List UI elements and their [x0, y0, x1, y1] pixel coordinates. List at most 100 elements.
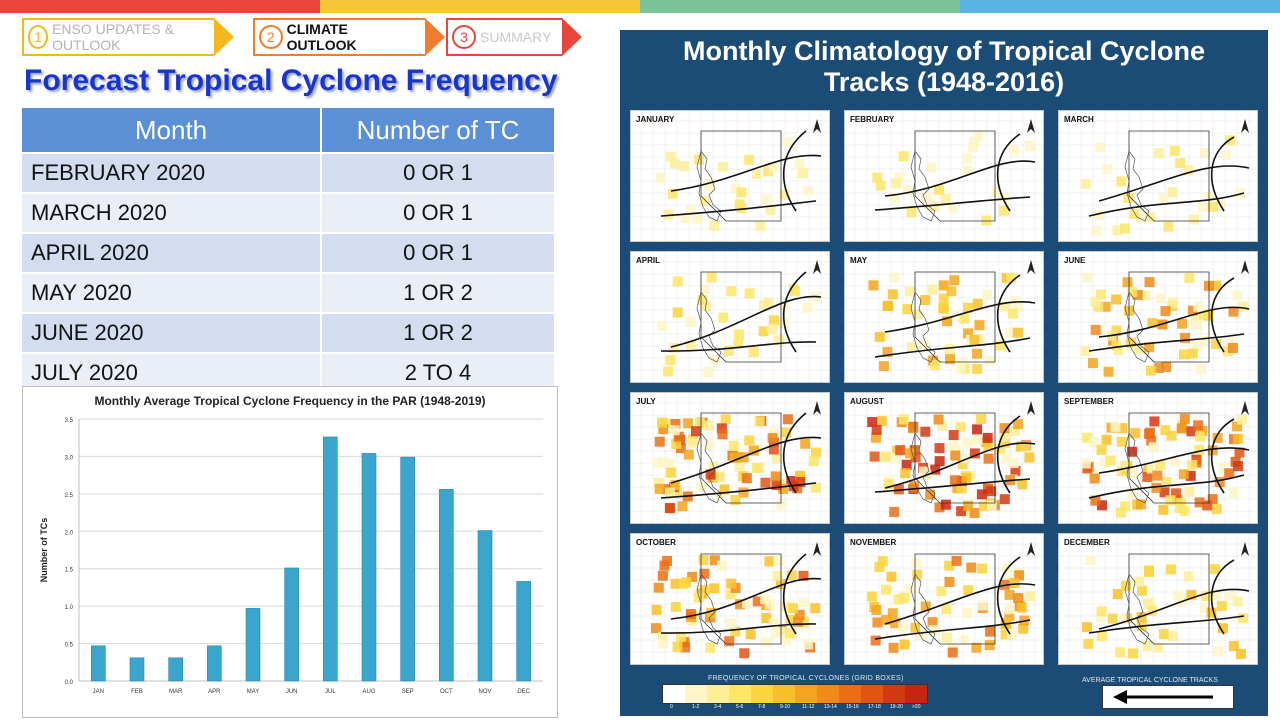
- frequency-cell: [1087, 358, 1098, 369]
- average-track-line: [874, 478, 1031, 493]
- frequency-cell: [1142, 640, 1153, 651]
- frequency-cell: [671, 438, 682, 449]
- y-tick-label: 0.5: [65, 643, 74, 649]
- frequency-cell: [1238, 613, 1249, 624]
- tc-frequency-chart: Monthly Average Tropical Cyclone Frequen…: [22, 386, 558, 718]
- frequency-cell: [669, 342, 680, 353]
- frequency-cell: [966, 562, 977, 573]
- frequency-cell: [963, 500, 974, 511]
- frequency-cell: [945, 354, 956, 365]
- table-row: FEBRUARY 2020 0 OR 1: [22, 152, 556, 193]
- frequency-cell: [1232, 290, 1243, 301]
- frequency-cell: [672, 307, 683, 318]
- map-month-label: JUNE: [1064, 256, 1086, 265]
- frequency-cell: [1232, 433, 1243, 444]
- landmass-outline: [1124, 573, 1150, 645]
- frequency-cell: [1136, 612, 1147, 623]
- frequency-cell: [786, 570, 797, 581]
- frequency-cell: [1187, 348, 1198, 359]
- frequency-cell: [1159, 487, 1170, 498]
- track-map-svg: [1059, 534, 1257, 664]
- frequency-cell: [651, 623, 662, 634]
- frequency-cell: [1192, 319, 1203, 330]
- frequency-cell: [1152, 470, 1163, 481]
- frequency-cell: [693, 592, 704, 603]
- frequency-cell: [653, 477, 664, 488]
- frequency-cell: [697, 295, 708, 306]
- frequency-cell: [768, 427, 779, 438]
- x-tick-label: MAR: [169, 689, 183, 695]
- count-cell: 1 OR 2: [321, 312, 556, 353]
- frequency-cell: [1137, 585, 1148, 596]
- frequency-cell: [920, 601, 931, 612]
- frequency-cell: [1151, 482, 1162, 493]
- frequency-cell: [1100, 301, 1111, 312]
- frequency-cell: [1110, 421, 1121, 432]
- frequency-cell: [886, 571, 897, 582]
- frequency-cell: [1184, 273, 1195, 284]
- step-summary[interactable]: 3 SUMMARY: [446, 18, 582, 56]
- landmass-outline: [910, 573, 936, 645]
- frequency-cell: [1127, 446, 1138, 457]
- legend-label: 11-12: [802, 704, 815, 710]
- frequency-cell: [1105, 455, 1116, 466]
- frequency-cell: [1093, 210, 1104, 221]
- step-climate-outlook[interactable]: 2 CLIMATE OUTLOOK: [253, 18, 445, 56]
- frequency-cell: [957, 358, 968, 369]
- y-tick-label: 2.0: [65, 530, 74, 536]
- average-track-line: [670, 154, 822, 192]
- frequency-cell: [1210, 564, 1221, 575]
- frequency-cell: [742, 598, 753, 609]
- frequency-cell: [1140, 290, 1151, 301]
- month-cell: APRIL 2020: [22, 232, 322, 273]
- frequency-cell: [1010, 465, 1021, 476]
- frequency-cell: [1235, 648, 1246, 659]
- frequency-cell: [1012, 327, 1023, 338]
- average-track-line: [874, 619, 1031, 640]
- frequency-cell: [1158, 193, 1169, 204]
- frequency-cell: [880, 331, 891, 342]
- frequency-cell: [1167, 298, 1178, 309]
- frequency-cell: [959, 313, 970, 324]
- legend-swatch: [883, 685, 905, 703]
- frequency-cell: [1235, 187, 1246, 198]
- frequency-cell: [1096, 444, 1107, 455]
- frequency-cell: [963, 302, 974, 313]
- frequency-cell: [670, 480, 681, 491]
- frequency-cell: [906, 207, 917, 218]
- frequency-cell: [685, 205, 696, 216]
- track-map-svg: [845, 252, 1043, 382]
- frequency-cell: [810, 447, 821, 458]
- frequency-cell: [969, 448, 980, 459]
- frequency-cell: [1017, 479, 1028, 490]
- frequency-cell: [1096, 606, 1107, 617]
- map-month-label: JANUARY: [636, 115, 675, 124]
- frequency-cell: [810, 603, 821, 614]
- frequency-cell: [891, 178, 902, 189]
- frequency-cell: [786, 476, 797, 487]
- legend-swatch: [861, 685, 883, 703]
- frequency-cell: [907, 342, 918, 353]
- frequency-cell: [1000, 629, 1011, 640]
- frequency-cell: [928, 625, 939, 636]
- frequency-cell: [1153, 642, 1164, 653]
- frequency-cell: [1148, 442, 1159, 453]
- frequency-cell: [972, 131, 983, 142]
- frequency-cell: [744, 288, 755, 299]
- frequency-cell: [1233, 461, 1244, 472]
- month-cell: MARCH 2020: [22, 192, 322, 233]
- track-map-svg: [631, 534, 829, 664]
- frequency-cell: [963, 328, 974, 339]
- frequency-cell: [1165, 564, 1176, 575]
- frequency-cell: [1193, 301, 1204, 312]
- frequency-cell: [664, 458, 675, 469]
- frequency-cell: [741, 473, 752, 484]
- frequency-cell: [977, 563, 988, 574]
- frequency-cell: [1095, 289, 1106, 300]
- step-enso-updates[interactable]: 1 ENSO UPDATES & OUTLOOK: [22, 18, 234, 56]
- frequency-cell: [1100, 457, 1111, 468]
- frequency-cell: [744, 435, 755, 446]
- frequency-cell: [680, 642, 691, 653]
- frequency-cell: [1020, 441, 1031, 452]
- frequency-cell: [1187, 460, 1198, 471]
